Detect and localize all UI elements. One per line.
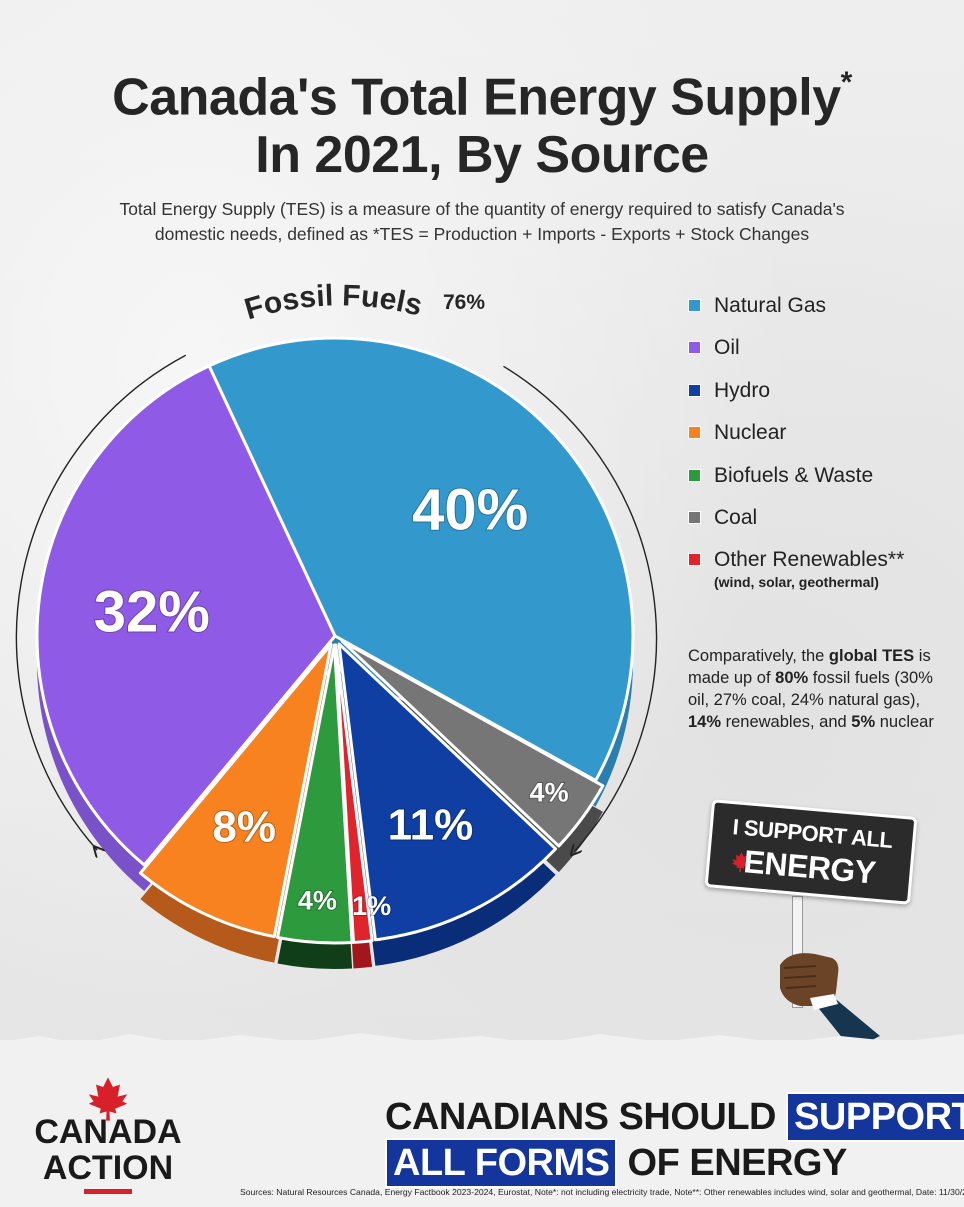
legend-label: Other Renewables** xyxy=(714,548,905,572)
slice-hydro xyxy=(337,642,558,942)
slice-biofuels-waste xyxy=(276,643,354,945)
legend-label: Natural Gas xyxy=(714,294,827,317)
title-asterisk: * xyxy=(840,66,853,99)
pie-chart: Fossil Fuels 76% 40% 4% 11% 1% 4% 8% 32% xyxy=(15,280,658,969)
compare-bold-global: global TES xyxy=(828,647,915,665)
maple-leaf-icon xyxy=(88,1077,128,1121)
canada-action-logo: CANADA ACTION xyxy=(28,1075,188,1194)
legend-item-hydro: Hydro xyxy=(688,378,958,420)
legend-item-coal: Coal xyxy=(688,505,958,547)
page-subtitle: Total Energy Supply (TES) is a measure o… xyxy=(60,197,904,247)
legend-swatch xyxy=(688,426,701,440)
legend-label: Hydro xyxy=(714,378,771,402)
logo-underline xyxy=(84,1189,132,1194)
fossil-bracket-left xyxy=(15,354,187,850)
subtitle-line1: Total Energy Supply (TES) is a measure o… xyxy=(119,199,845,219)
slice-nuclear xyxy=(138,642,333,939)
compare-bold-nuclear: 5% xyxy=(851,713,876,731)
legend-item-other-renewables: Other Renewables** (wind, solar, geotherm… xyxy=(688,547,958,591)
legend-swatch xyxy=(688,510,701,524)
compare-text-2: is made up of xyxy=(688,647,931,687)
maple-leaf-icon xyxy=(731,852,750,872)
fossil-fuels-label: Fossil Fuels xyxy=(241,280,426,326)
fossil-bracket-right xyxy=(503,365,658,851)
tagline-support-highlight: SUPPORT xyxy=(786,1092,964,1142)
legend-item-natural-gas: Natural Gas xyxy=(688,293,958,335)
legend-swatch xyxy=(688,468,701,482)
fossil-fuels-label-path: Fossil Fuels xyxy=(241,280,426,326)
tagline: CANADIANS SHOULD SUPPORT ALL FORMS OF EN… xyxy=(385,1092,964,1188)
title-line2: In 2021, By Source xyxy=(255,126,709,185)
tagline-row-2: ALL FORMS OF ENERGY xyxy=(385,1138,945,1188)
legend-label: Coal xyxy=(714,505,758,529)
slice-label-biofuels-waste: 4% xyxy=(298,886,337,916)
logo-text-action: ACTION xyxy=(42,1149,174,1187)
legend-item-biofuels-waste: Biofuels & Waste xyxy=(688,463,958,505)
legend-label: Oil xyxy=(714,336,740,360)
legend-swatch xyxy=(688,553,701,567)
legend-item-oil: Oil xyxy=(688,335,958,377)
subtitle-line2: domestic needs, defined as *TES = Produc… xyxy=(154,224,810,244)
slice-label-nuclear: 8% xyxy=(212,803,276,852)
compare-text-1: Comparatively, the xyxy=(688,647,829,665)
page-title: Canada's Total Energy Supply* In 2021, B… xyxy=(0,58,964,184)
compare-bold-renewables: 14% xyxy=(688,713,722,731)
sign-stick xyxy=(792,896,803,1008)
legend-swatch xyxy=(688,299,701,312)
legend-swatch xyxy=(688,383,701,397)
legend-note: (wind, solar, geothermal) xyxy=(714,574,879,591)
global-tes-comparison: Comparatively, the global TES is made up… xyxy=(688,645,950,733)
tagline-all-forms-highlight: ALL FORMS xyxy=(385,1138,618,1188)
slice-label-coal: 4% xyxy=(530,778,569,808)
compare-text-4: renewables, and xyxy=(721,713,852,731)
legend-swatch xyxy=(688,341,701,355)
logo-text-canada: CANADA xyxy=(34,1113,182,1151)
legend-label: Nuclear xyxy=(714,421,787,445)
pie-slices-layer xyxy=(35,336,635,945)
support-sign-illustration: I SUPPORT ALL ENERGY xyxy=(700,799,940,1050)
legend-item-nuclear: Nuclear xyxy=(688,420,958,462)
slice-label-other-renewables: 1% xyxy=(352,891,391,921)
slice-oil xyxy=(35,364,337,867)
compare-text-3: fossil fuels (30% oil, 27% coal, 24% nat… xyxy=(688,669,933,709)
tagline-row-1: CANADIANS SHOULD SUPPORT xyxy=(385,1092,964,1142)
tagline-canadians-should: CANADIANS SHOULD xyxy=(385,1096,777,1138)
pie-labels-layer: 40% 4% 11% 1% 4% 8% 32% xyxy=(93,476,570,922)
sources-note: Sources: Natural Resources Canada, Energ… xyxy=(240,1187,964,1197)
hand-icon xyxy=(780,953,880,1050)
compare-bold-fossil: 80% xyxy=(775,669,809,687)
slice-label-natural-gas: 40% xyxy=(412,477,528,542)
tagline-of-energy: OF ENERGY xyxy=(627,1142,848,1184)
chart-legend: Natural Gas Oil Hydro Nuclear Biofuels & Was… xyxy=(688,293,958,590)
support-sign: I SUPPORT ALL ENERGY xyxy=(704,799,918,905)
slice-label-hydro: 11% xyxy=(388,800,474,849)
slice-label-oil: 32% xyxy=(94,580,210,645)
title-line1: Canada's Total Energy Supply xyxy=(112,68,841,127)
legend-label: Biofuels & Waste xyxy=(714,463,874,487)
slice-natural-gas xyxy=(207,336,635,782)
fossil-fuels-value: 76% xyxy=(443,291,485,314)
compare-text-5: nuclear xyxy=(875,713,934,731)
slice-coal xyxy=(340,639,605,848)
